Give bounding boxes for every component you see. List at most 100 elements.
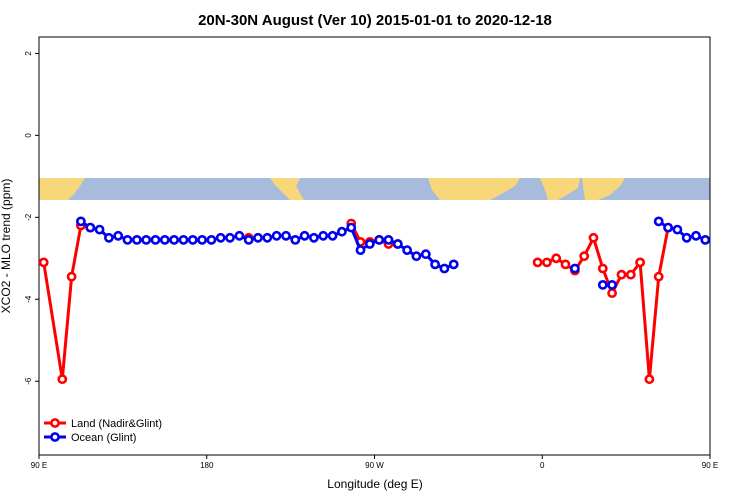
series-line — [537, 227, 670, 381]
data-point — [532, 257, 543, 268]
data-point — [392, 239, 403, 249]
data-point — [364, 239, 375, 249]
data-point — [206, 234, 217, 245]
data-point — [299, 230, 310, 241]
data-point — [597, 279, 608, 290]
data-point — [215, 232, 226, 243]
data-point — [700, 235, 710, 245]
map-ocean — [39, 178, 710, 200]
data-point — [225, 232, 235, 243]
y-tick-label: 0 — [24, 133, 33, 138]
data-point — [616, 269, 627, 280]
map-land-asia-east — [582, 178, 625, 200]
data-point — [551, 253, 562, 264]
data-point — [318, 230, 329, 241]
data-point — [411, 251, 422, 262]
data-point — [644, 374, 655, 385]
map-band — [39, 178, 710, 200]
data-point — [327, 230, 338, 241]
data-point — [588, 232, 599, 243]
data-point — [374, 234, 385, 245]
data-point — [57, 374, 68, 385]
x-axis-title: Longitude (deg E) — [327, 477, 422, 491]
data-point — [122, 234, 133, 245]
data-point — [607, 288, 617, 298]
data-point — [169, 234, 179, 245]
y-tick-label: -2 — [24, 213, 33, 221]
data-point — [635, 257, 645, 268]
data-point — [141, 234, 152, 245]
data-point — [579, 251, 590, 262]
map-land-north-america — [270, 178, 304, 200]
data-point — [430, 259, 440, 270]
series-ocean — [76, 216, 710, 290]
x-axis: 90 E 180 90 W 0 90 E — [31, 455, 718, 470]
data-point — [253, 232, 263, 243]
legend-label: Ocean (Glint) — [71, 432, 136, 444]
plot-frame — [38, 36, 711, 456]
series-line — [42, 224, 91, 381]
data-point — [262, 232, 273, 243]
data-point — [663, 222, 673, 233]
data-point — [653, 271, 664, 282]
map-land-africa-arabia — [428, 178, 520, 200]
legend: Land (Nadir&Glint) Ocean (Glint) — [44, 418, 162, 444]
data-point — [150, 234, 161, 245]
map-land-asia-west — [39, 178, 85, 200]
y-tick-label: -6 — [24, 377, 33, 385]
data-point — [66, 271, 77, 282]
x-tick-label: 0 — [540, 461, 545, 470]
data-point — [104, 232, 114, 243]
data-point — [402, 245, 412, 255]
data-point — [542, 257, 552, 268]
data-point — [570, 263, 580, 274]
y-axis-title: XCO2 - MLO trend (ppm) — [0, 179, 13, 314]
y-tick-label: -4 — [24, 295, 33, 303]
data-point — [560, 259, 571, 270]
x-tick-label: 90 E — [31, 461, 47, 470]
legend-marker — [50, 418, 60, 428]
data-point — [336, 226, 347, 237]
data-point — [439, 263, 450, 274]
data-point — [39, 257, 49, 268]
data-point — [607, 279, 617, 290]
data-point — [709, 238, 710, 242]
legend-marker — [50, 432, 60, 442]
data-point — [308, 232, 319, 243]
data-point — [271, 230, 282, 241]
data-point — [290, 234, 301, 245]
data-point — [178, 234, 189, 245]
series-layer — [39, 216, 710, 385]
data-point — [113, 230, 124, 241]
legend-label: Land (Nadir&Glint) — [71, 418, 162, 430]
x-tick-label: 90 W — [365, 461, 384, 470]
data-point — [383, 234, 394, 245]
data-point — [672, 224, 683, 235]
data-point — [76, 216, 86, 227]
x-tick-label: 90 E — [702, 461, 718, 470]
data-point — [94, 224, 105, 235]
data-point — [448, 259, 459, 270]
data-point — [159, 234, 170, 245]
y-tick-label: 2 — [24, 51, 33, 56]
data-point — [197, 234, 207, 245]
data-point — [187, 234, 198, 245]
y-axis: 2 0 -2 -4 -6 — [24, 51, 39, 385]
data-point — [597, 263, 608, 274]
data-point — [243, 234, 254, 245]
data-point — [234, 230, 245, 241]
data-point — [346, 222, 357, 233]
data-point — [681, 232, 692, 243]
map-land-india — [540, 178, 580, 200]
data-point — [355, 245, 366, 255]
chart-title: 20N-30N August (Ver 10) 2015-01-01 to 20… — [198, 12, 552, 29]
data-point — [281, 230, 291, 241]
data-point — [85, 222, 96, 233]
x-tick-label: 180 — [200, 461, 214, 470]
data-point — [131, 234, 142, 245]
data-point — [420, 249, 431, 260]
data-point — [625, 269, 636, 280]
data-point — [691, 230, 701, 241]
data-point — [653, 216, 664, 227]
